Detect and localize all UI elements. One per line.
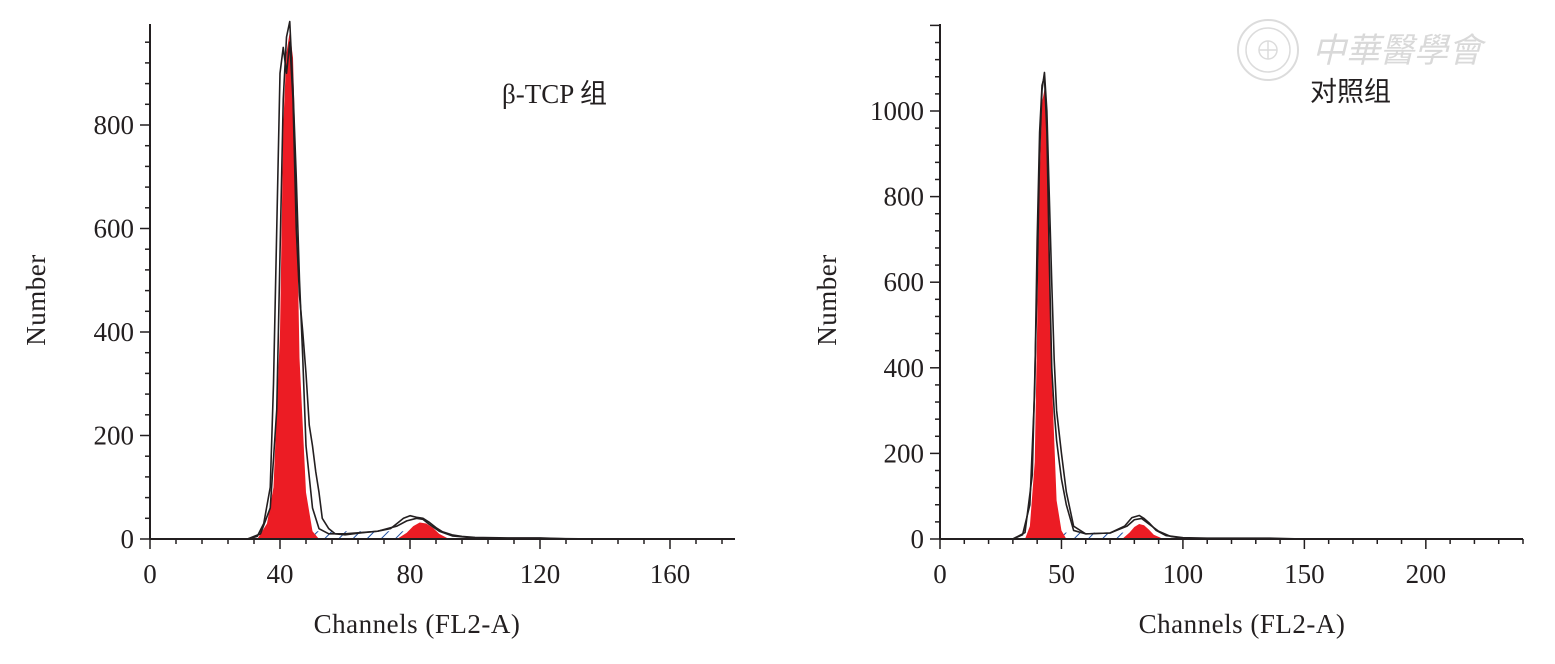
x-tick-label: 0 [143, 559, 157, 589]
chart-panel-btcp: 0 200 400 600 800 0 40 80 120 160 Channels (FL2-A)… [21, 20, 735, 639]
x-tick-label: 0 [933, 559, 947, 589]
y-tick-label: 1000 [870, 96, 924, 126]
g2m-peak-area [1122, 524, 1164, 539]
chart-panel-control: 0 200 400 600 800 1000 0 50 100 150 200 Channels (F… [812, 24, 1524, 639]
s-phase-band [296, 531, 404, 539]
overlay-curve-2 [247, 20, 735, 540]
x-tick-label: 50 [1048, 559, 1075, 589]
seal-logo-icon [1237, 19, 1299, 81]
y-tick-label: 200 [94, 421, 135, 451]
watermark: 中華醫學會 [1237, 19, 1487, 81]
y-tick-label: 800 [884, 182, 925, 212]
g1-peak-area [257, 31, 319, 539]
x-tick-label: 150 [1284, 559, 1325, 589]
y-tick-label: 200 [884, 438, 925, 468]
y-axis-label: Number [21, 254, 51, 345]
x-tick-label: 40 [267, 559, 294, 589]
overlay-curve-1 [247, 41, 735, 540]
x-tick-label: 160 [650, 559, 691, 589]
panel-title: β-TCP 组 [502, 79, 607, 109]
s-phase-band [1054, 532, 1128, 539]
y-tick-label: 400 [94, 317, 135, 347]
x-tick-label: 200 [1406, 559, 1447, 589]
x-tick-label: 80 [397, 559, 424, 589]
y-tick-label: 0 [121, 524, 135, 554]
y-tick-label: 600 [884, 267, 925, 297]
watermark-text: 中華醫學會 [1312, 33, 1487, 70]
x-axis-label: Channels (FL2-A) [1139, 609, 1346, 639]
x-axis-label: Channels (FL2-A) [314, 609, 521, 639]
y-tick-label: 400 [884, 353, 925, 383]
y-axis-label: Number [812, 254, 842, 345]
g2m-peak-area [397, 522, 449, 539]
x-tick-label: 100 [1163, 559, 1204, 589]
overlay-curve-1 [1012, 75, 1523, 540]
y-tick-label: 0 [911, 524, 925, 554]
y-tick-label: 600 [94, 214, 135, 244]
overlay-curve-2 [1012, 71, 1523, 540]
g1-peak-area [1025, 89, 1067, 539]
x-tick-label: 120 [520, 559, 561, 589]
panel-title: 对照组 [1310, 77, 1391, 107]
y-tick-label: 800 [94, 110, 135, 140]
